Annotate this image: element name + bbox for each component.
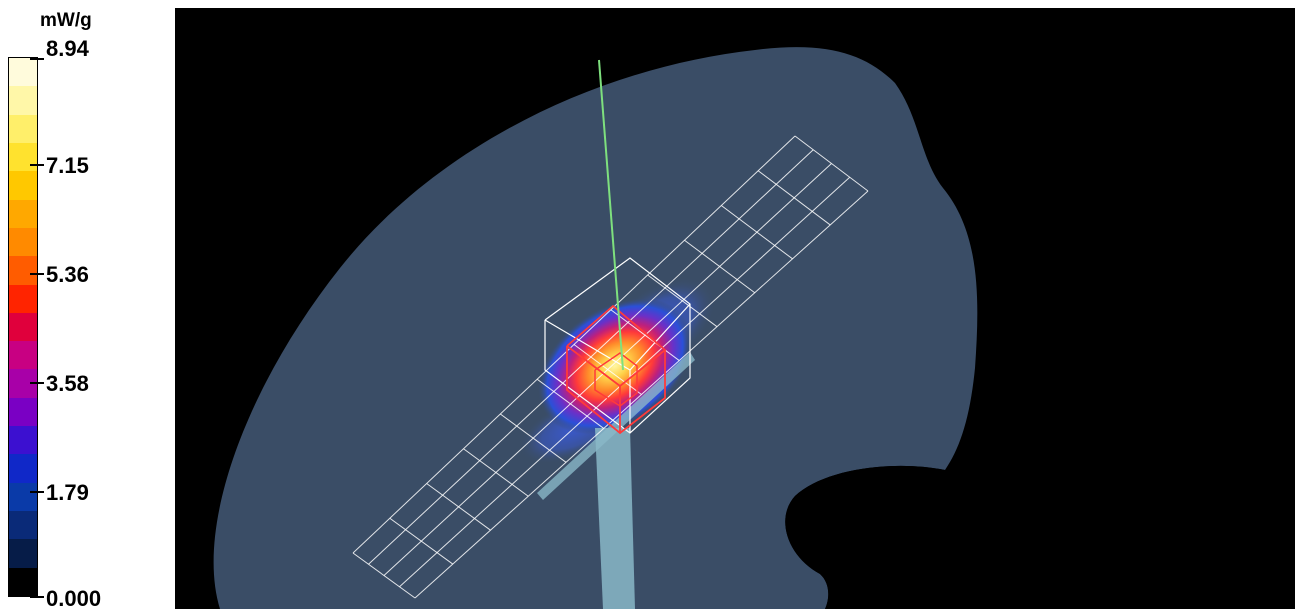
tick-mark (30, 491, 44, 493)
colorbar-segment (9, 312, 37, 342)
colorbar-segment (9, 86, 37, 115)
inner-cube (594, 352, 638, 407)
tick-mark (30, 382, 44, 384)
probe-line (598, 59, 624, 371)
tick-label: 3.58 (46, 371, 89, 396)
color-legend: mW/g 8.94 7.15 5.36 3.58 1.79 0.000 (0, 0, 175, 611)
phone-model (537, 352, 695, 609)
sar-hotspot (537, 297, 693, 435)
grid-line (383, 163, 832, 576)
colorbar-segment (9, 482, 37, 511)
colorbar-segment (9, 397, 37, 427)
tick-label: 5.36 (46, 262, 89, 287)
colorbar-segment (9, 171, 37, 200)
phone-stem (595, 428, 635, 609)
colorbar-segment (9, 114, 37, 143)
colorbar-segment (9, 58, 37, 87)
grid-line (352, 135, 796, 554)
tick-mark (30, 164, 44, 166)
colorbar-segment (9, 539, 37, 568)
tick-mark (30, 58, 44, 60)
legend-unit-label: mW/g (40, 10, 92, 31)
zoom-cube (566, 304, 666, 435)
tick-mark (30, 273, 44, 275)
tick-label-max: 8.94 (46, 36, 89, 61)
colorbar-segment (9, 511, 37, 540)
tick-label: 1.79 (46, 480, 89, 505)
grid-line (414, 190, 869, 599)
outer-scan-box (544, 257, 691, 434)
phone-antenna (537, 352, 695, 500)
colorbar-segment (9, 567, 37, 596)
colorbar-segment (9, 256, 37, 285)
colorbar-segment (9, 454, 37, 483)
colorbar-segment (9, 284, 37, 313)
colorbar-segment (9, 227, 37, 257)
grid-line (368, 149, 814, 565)
colorbar-segment (9, 341, 37, 370)
colorbar-segment (9, 142, 37, 172)
colorbar (8, 57, 38, 597)
tick-mark (30, 596, 44, 598)
colorbar-segment (9, 199, 37, 228)
tick-label: 7.15 (46, 153, 89, 178)
zoom-scan-cubes (544, 257, 691, 435)
3d-viewport[interactable] (175, 8, 1295, 609)
phantom-cutout (785, 465, 955, 609)
sar-scene[interactable] (175, 8, 1295, 609)
tick-label-min: 0.000 (46, 586, 102, 611)
colorbar-segment (9, 426, 37, 455)
